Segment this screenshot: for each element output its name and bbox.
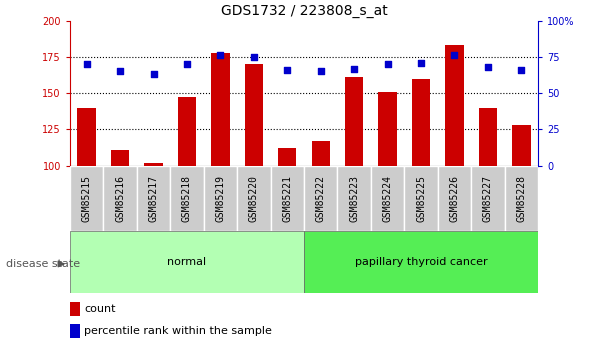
Bar	[445, 45, 464, 166]
Bar	[345, 77, 364, 166]
Bar	[278, 148, 297, 166]
Bar	[178, 98, 196, 166]
Bar	[137, 166, 170, 231]
Bar	[505, 166, 538, 231]
Text: GSM85225: GSM85225	[416, 175, 426, 222]
Point	[215, 53, 225, 58]
Text: GSM85227: GSM85227	[483, 175, 493, 222]
Point	[148, 71, 158, 77]
Bar	[211, 52, 230, 166]
Title: GDS1732 / 223808_s_at: GDS1732 / 223808_s_at	[221, 4, 387, 18]
Point	[249, 54, 259, 60]
Bar	[478, 108, 497, 166]
Bar	[103, 166, 137, 231]
Text: GSM85223: GSM85223	[349, 175, 359, 222]
Point	[282, 67, 292, 73]
Bar	[378, 92, 397, 166]
Bar	[438, 166, 471, 231]
Bar	[204, 166, 237, 231]
Point	[416, 60, 426, 66]
Text: GSM85226: GSM85226	[449, 175, 460, 222]
Text: GSM85224: GSM85224	[382, 175, 393, 222]
Bar	[311, 141, 330, 166]
Bar	[412, 79, 430, 166]
Text: GSM85217: GSM85217	[148, 175, 159, 222]
Bar	[70, 303, 80, 316]
Text: GSM85219: GSM85219	[215, 175, 226, 222]
Text: percentile rank within the sample: percentile rank within the sample	[84, 326, 272, 336]
Text: GSM85216: GSM85216	[115, 175, 125, 222]
Point	[483, 64, 493, 70]
Point	[517, 67, 527, 73]
Bar	[337, 166, 371, 231]
Bar	[77, 108, 96, 166]
Text: papillary thyroid cancer: papillary thyroid cancer	[354, 257, 488, 267]
Point	[81, 61, 91, 67]
Bar	[471, 166, 505, 231]
Bar	[304, 231, 538, 293]
Bar	[144, 163, 163, 166]
Point	[316, 69, 326, 74]
Bar	[237, 166, 271, 231]
Point	[383, 61, 393, 67]
Bar	[170, 166, 204, 231]
Point	[182, 61, 192, 67]
Text: GSM85220: GSM85220	[249, 175, 259, 222]
Bar	[304, 166, 337, 231]
Text: GSM85222: GSM85222	[316, 175, 326, 222]
Bar	[70, 166, 103, 231]
Bar	[404, 166, 438, 231]
Text: GSM85221: GSM85221	[282, 175, 292, 222]
Text: GSM85215: GSM85215	[81, 175, 92, 222]
Bar	[512, 125, 531, 166]
Text: disease state: disease state	[6, 259, 80, 269]
Text: normal: normal	[167, 257, 207, 267]
Bar	[244, 64, 263, 166]
Text: count: count	[84, 304, 116, 314]
Text: GSM85228: GSM85228	[516, 175, 527, 222]
Bar	[371, 166, 404, 231]
Point	[115, 69, 125, 74]
Bar	[70, 231, 304, 293]
Point	[449, 53, 460, 58]
Bar	[111, 150, 130, 166]
Point	[349, 66, 359, 71]
Text: GSM85218: GSM85218	[182, 175, 192, 222]
Bar	[271, 166, 304, 231]
Bar	[70, 324, 80, 338]
